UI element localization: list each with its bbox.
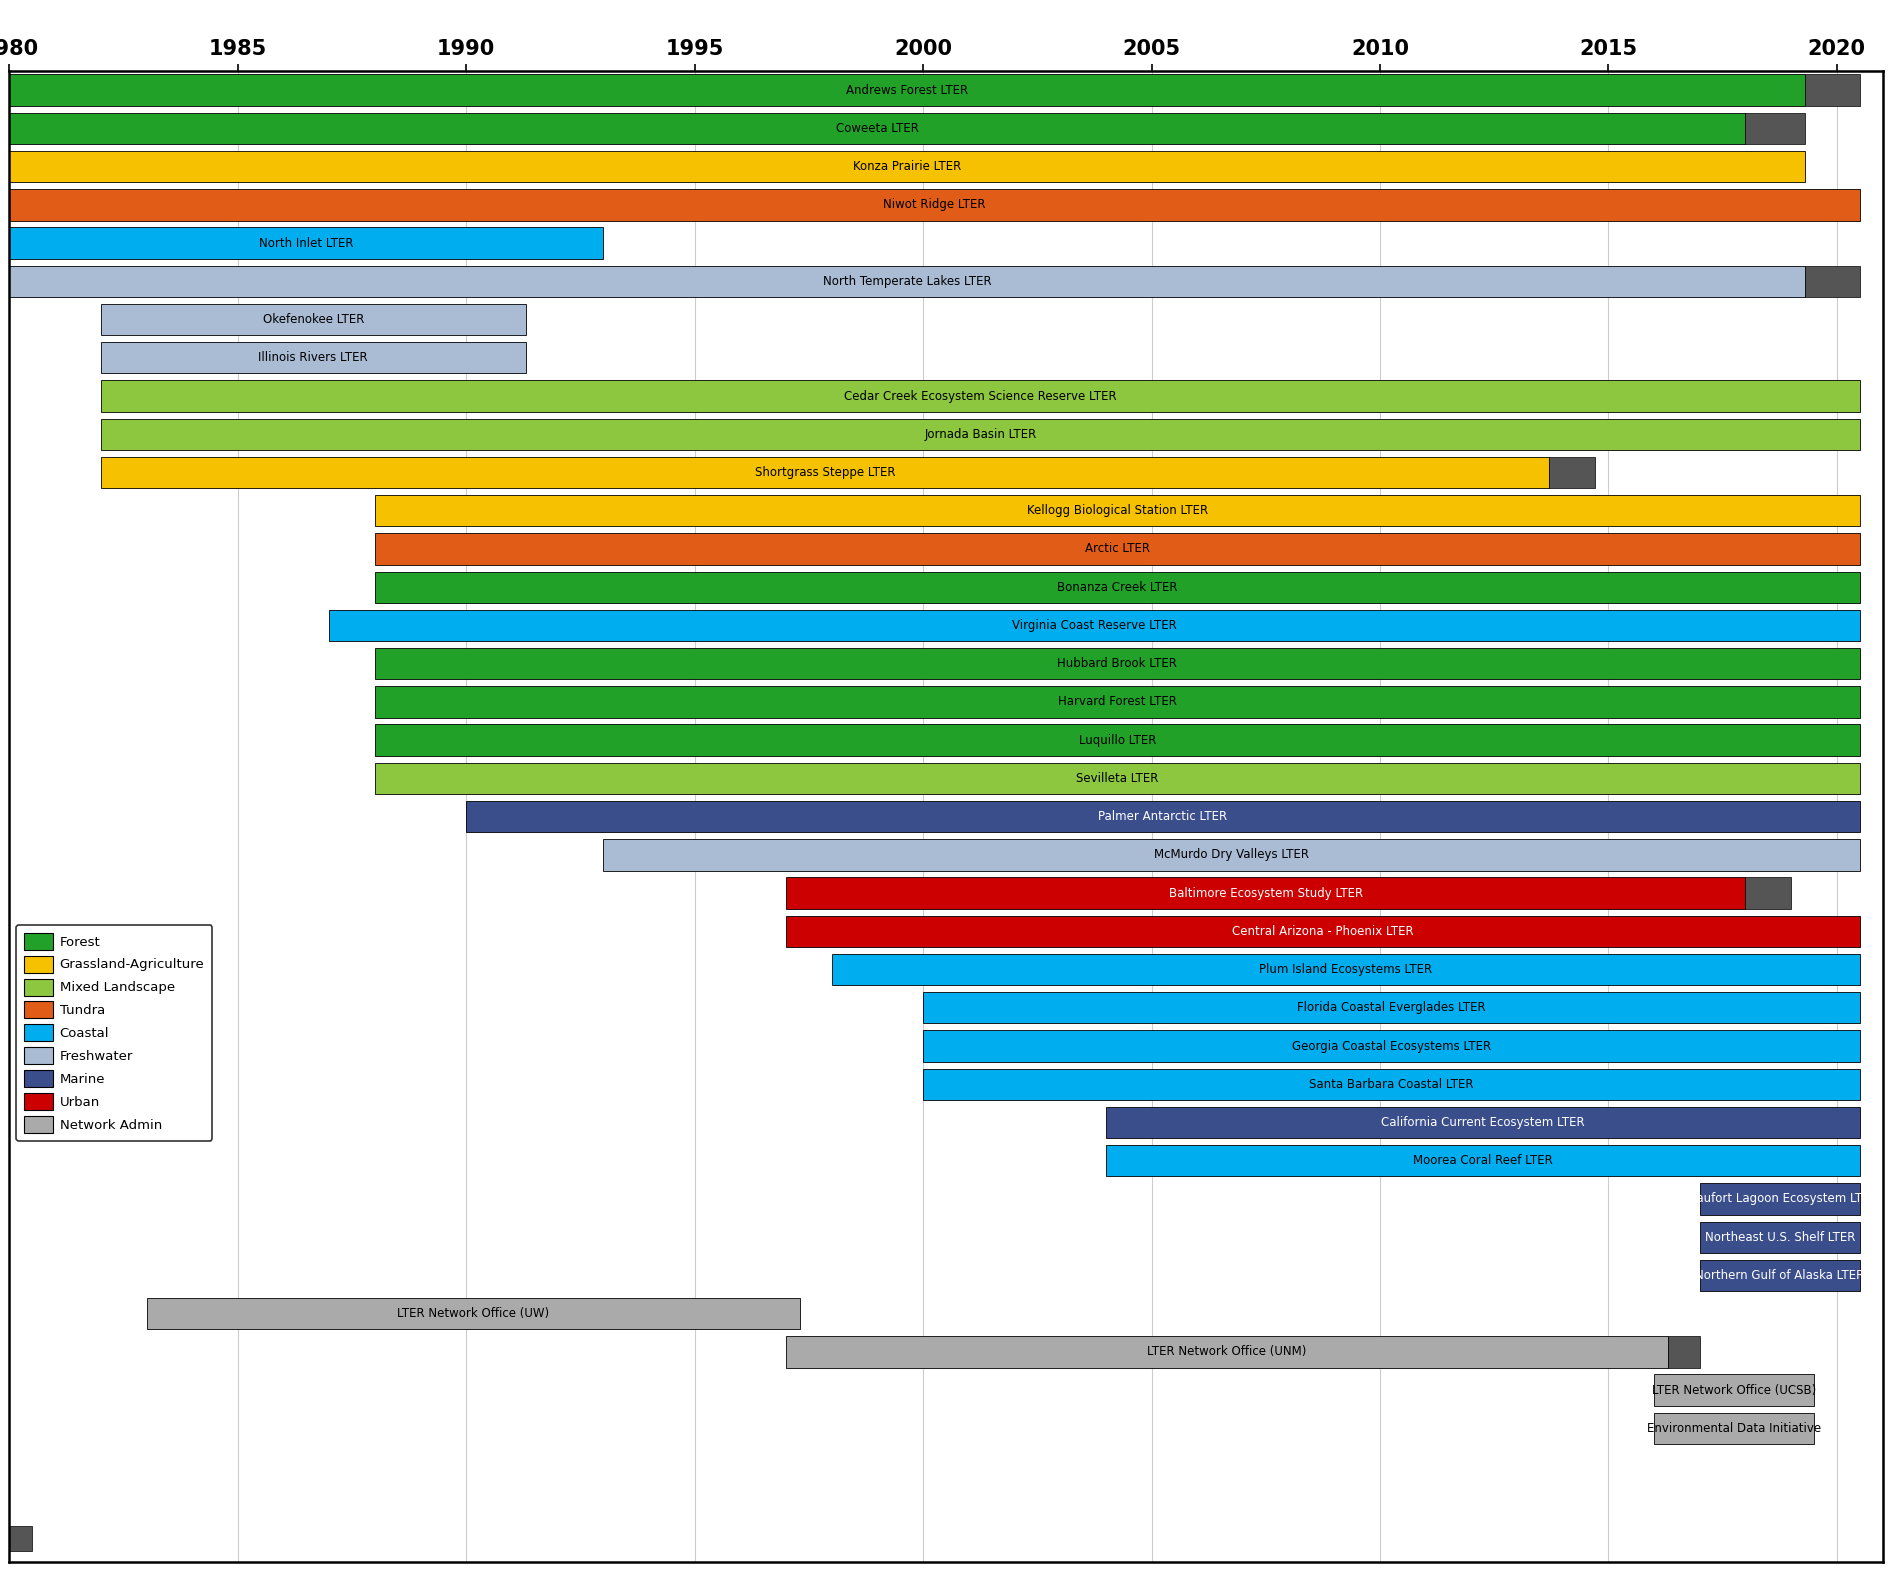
Text: Virginia Coast Reserve LTER: Virginia Coast Reserve LTER [1012,619,1177,631]
Text: Palmer Antarctic LTER: Palmer Antarctic LTER [1099,810,1228,824]
Text: LTER Network Office (UCSB): LTER Network Office (UCSB) [1652,1384,1816,1397]
Bar [923,1030,1860,1062]
Text: Cedar Creek Ecosystem Science Reserve LTER: Cedar Creek Ecosystem Science Reserve LT… [844,390,1116,402]
Text: Niwot Ridge LTER: Niwot Ridge LTER [884,199,986,211]
Bar [9,151,1805,183]
Text: LTER Network Office (UW): LTER Network Office (UW) [397,1307,549,1321]
Text: Harvard Forest LTER: Harvard Forest LTER [1058,696,1177,709]
Text: Arctic LTER: Arctic LTER [1084,543,1150,555]
Bar [604,839,1860,871]
Bar [923,993,1860,1024]
Bar [9,1526,32,1551]
Bar [100,456,1550,488]
Bar [100,305,526,335]
Bar [375,724,1860,756]
Text: Sevilleta LTER: Sevilleta LTER [1077,772,1158,784]
Bar [1699,1221,1860,1253]
Text: Kellogg Biological Station LTER: Kellogg Biological Station LTER [1027,505,1207,518]
Text: LTER Network Office (UNM): LTER Network Office (UNM) [1147,1346,1307,1359]
Text: Luquillo LTER: Luquillo LTER [1078,734,1156,746]
Text: Florida Coastal Everglades LTER: Florida Coastal Everglades LTER [1298,1002,1485,1015]
Bar [832,953,1860,985]
Text: Shortgrass Steppe LTER: Shortgrass Steppe LTER [755,466,895,480]
Text: Bonanza Creek LTER: Bonanza Creek LTER [1058,581,1177,593]
Text: Okefenokee LTER: Okefenokee LTER [263,312,363,327]
Text: North Inlet LTER: North Inlet LTER [259,237,354,249]
Bar [9,189,1860,221]
Text: Jornada Basin LTER: Jornada Basin LTER [923,428,1037,440]
Bar [1699,1184,1860,1215]
Bar [146,1299,800,1329]
Bar [9,112,1746,144]
Bar [100,380,1860,412]
Bar [9,227,604,259]
Bar [1107,1106,1860,1138]
Text: Central Arizona - Phoenix LTER: Central Arizona - Phoenix LTER [1232,925,1413,937]
Text: Hubbard Brook LTER: Hubbard Brook LTER [1058,656,1177,671]
Text: Northern Gulf of Alaska LTER: Northern Gulf of Alaska LTER [1695,1269,1864,1281]
Bar [375,495,1860,527]
Text: Georgia Coastal Ecosystems LTER: Georgia Coastal Ecosystems LTER [1292,1040,1491,1053]
Bar [1107,1146,1860,1177]
Bar [1805,265,1860,297]
Bar [375,686,1860,718]
Text: Northeast U.S. Shelf LTER: Northeast U.S. Shelf LTER [1705,1231,1854,1243]
Bar [1654,1374,1814,1406]
Text: Moorea Coral Reef LTER: Moorea Coral Reef LTER [1413,1154,1553,1168]
Bar [9,265,1805,297]
Text: Coweeta LTER: Coweeta LTER [836,122,920,134]
Text: Baltimore Ecosystem Study LTER: Baltimore Ecosystem Study LTER [1169,887,1362,899]
Bar [375,649,1860,680]
Bar [785,877,1746,909]
Bar [465,802,1860,832]
Text: Plum Island Ecosystems LTER: Plum Island Ecosystems LTER [1260,963,1432,977]
Bar [785,1337,1669,1368]
Text: North Temperate Lakes LTER: North Temperate Lakes LTER [823,275,991,287]
Text: McMurdo Dry Valleys LTER: McMurdo Dry Valleys LTER [1154,849,1309,862]
Bar [375,533,1860,565]
Text: Illinois Rivers LTER: Illinois Rivers LTER [259,352,369,365]
Bar [375,571,1860,603]
Text: Environmental Data Initiative: Environmental Data Initiative [1648,1422,1822,1434]
Bar [375,762,1860,794]
Legend: Forest, Grassland-Agriculture, Mixed Landscape, Tundra, Coastal, Freshwater, Mar: Forest, Grassland-Agriculture, Mixed Lan… [15,925,212,1141]
Text: Santa Barbara Coastal LTER: Santa Barbara Coastal LTER [1309,1078,1474,1090]
Text: Beaufort Lagoon Ecosystem LTER: Beaufort Lagoon Ecosystem LTER [1682,1193,1879,1206]
Bar [329,609,1860,641]
Bar [1654,1412,1814,1444]
Bar [100,418,1860,450]
Bar [1805,74,1860,106]
Bar [923,1068,1860,1100]
Bar [1746,112,1805,144]
Bar [1550,456,1595,488]
Text: Andrews Forest LTER: Andrews Forest LTER [846,84,969,96]
Bar [785,915,1860,947]
Bar [1699,1259,1860,1291]
Bar [1669,1337,1699,1368]
Text: Konza Prairie LTER: Konza Prairie LTER [853,159,961,174]
Bar [9,74,1805,106]
Bar [100,342,526,374]
Text: California Current Ecosystem LTER: California Current Ecosystem LTER [1381,1116,1585,1128]
Bar [1746,877,1792,909]
